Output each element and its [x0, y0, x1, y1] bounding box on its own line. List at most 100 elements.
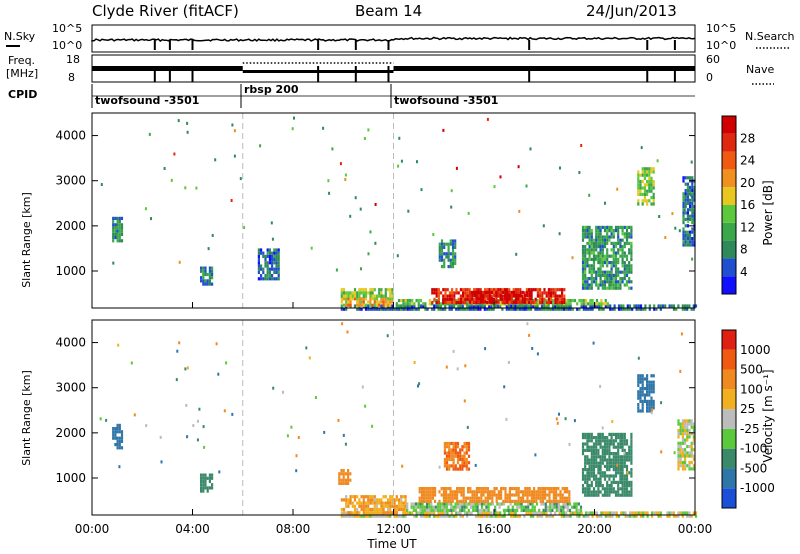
data-cell: [586, 251, 589, 255]
data-cell: [455, 307, 458, 311]
data-cell: [451, 288, 454, 292]
data-cell: [512, 294, 516, 298]
data-cell: [552, 496, 555, 500]
data-speck: [211, 234, 214, 237]
data-cell: [532, 511, 535, 515]
data-cell: [386, 297, 390, 301]
data-cell: [425, 502, 429, 506]
data-cell: [562, 307, 566, 311]
data-cell: [340, 472, 343, 476]
data-cell: [512, 514, 515, 518]
data-cell: [545, 304, 548, 308]
data-cell: [691, 214, 694, 218]
data-cell: [652, 380, 655, 384]
data-cell: [463, 505, 466, 509]
data-cell: [451, 249, 455, 253]
data-cell: [457, 511, 460, 515]
data-cell: [447, 249, 450, 253]
data-cell: [546, 505, 550, 509]
data-cell: [692, 307, 695, 311]
data-cell: [539, 300, 542, 305]
data-cell: [277, 251, 280, 255]
data-cell: [597, 493, 600, 497]
data-cell: [353, 511, 357, 515]
data-cell: [474, 304, 478, 308]
data-cell: [625, 241, 629, 245]
data-cell: [630, 448, 633, 452]
data-cell: [429, 487, 432, 491]
data-cell: [601, 261, 604, 265]
data-cell: [349, 495, 352, 499]
data-cell: [206, 279, 209, 283]
data-cell: [648, 199, 651, 203]
data-cell: [440, 265, 444, 269]
data-cell: [378, 498, 381, 502]
data-cell: [120, 430, 124, 434]
data-cell: [691, 208, 694, 212]
data-cell: [628, 270, 631, 274]
data-cell: [598, 514, 601, 518]
data-cell: [482, 294, 485, 298]
data-cell: [579, 505, 583, 509]
data-cell: [603, 241, 607, 245]
data-speck: [517, 165, 520, 169]
data-cell: [478, 496, 481, 500]
data-cell: [635, 304, 638, 308]
data-cell: [459, 514, 462, 518]
data-cell: [643, 176, 646, 180]
data-cell: [623, 277, 626, 281]
data-cell: [610, 261, 613, 265]
data-cell: [601, 436, 604, 440]
data-cell: [271, 277, 274, 281]
data-cell: [584, 514, 588, 518]
data-cell: [586, 468, 589, 472]
data-cell: [389, 303, 392, 307]
data-cell: [590, 270, 593, 274]
data-cell: [358, 300, 361, 304]
data-cell: [617, 304, 621, 308]
data-cell: [606, 225, 609, 229]
data-cell: [206, 282, 209, 286]
data-cell: [384, 501, 387, 505]
data-cell: [375, 511, 379, 515]
data-cell: [371, 303, 374, 307]
data-cell: [601, 461, 604, 465]
data-cell: [402, 302, 405, 306]
data-cell: [592, 448, 596, 452]
data-cell: [364, 307, 368, 311]
velocity-colorbar-tick: 100: [740, 382, 763, 396]
data-cell: [468, 511, 471, 515]
data-cell: [486, 499, 489, 503]
data-cell: [550, 291, 553, 295]
data-cell: [628, 448, 631, 452]
data-cell: [447, 258, 450, 262]
data-cell: [586, 286, 589, 290]
data-cell: [114, 236, 117, 240]
data-cell: [484, 297, 487, 301]
data-cell: [474, 514, 478, 518]
data-cell: [595, 229, 598, 233]
data-cell: [200, 476, 203, 480]
data-cell: [630, 264, 633, 268]
data-cell: [630, 286, 633, 290]
data-cell: [690, 425, 693, 429]
data-cell: [549, 508, 552, 512]
data-cell: [538, 508, 541, 512]
data-cell: [686, 214, 689, 218]
data-cell: [483, 514, 486, 518]
data-speck: [286, 434, 289, 438]
data-cell: [338, 481, 341, 485]
data-cell: [257, 248, 260, 252]
data-cell: [565, 511, 568, 515]
data-cell: [694, 511, 698, 515]
data-cell: [595, 477, 598, 481]
data-cell: [664, 304, 667, 308]
data-cell: [684, 205, 687, 209]
data-cell: [679, 457, 682, 461]
data-cell: [402, 304, 405, 308]
data-cell: [599, 283, 602, 287]
data-cell: [120, 232, 124, 236]
data-cell: [639, 387, 642, 391]
data-cell: [595, 448, 598, 452]
data-speck: [556, 421, 559, 425]
